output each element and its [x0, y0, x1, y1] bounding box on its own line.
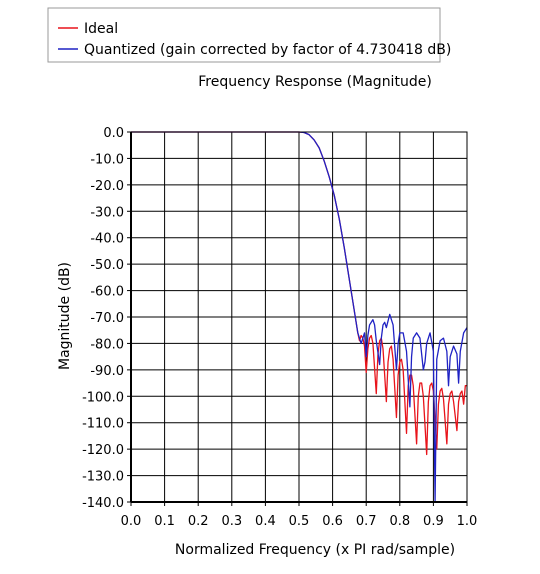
x-tick-labels: 0.0 0.1 0.2 0.3 0.4 0.5 0.6 0.7 0.8 0.9 1.0 [121, 502, 478, 529]
y-tick-label: -140.0 [82, 496, 124, 511]
y-tick-label: -20.0 [90, 179, 124, 194]
y-tick-label: -100.0 [82, 390, 124, 405]
x-axis-label: Normalized Frequency (x PI rad/sample) [175, 542, 455, 558]
legend-label-quantized: Quantized (gain corrected by factor of 4… [84, 42, 451, 58]
x-tick-label: 0.4 [255, 514, 276, 529]
y-tick-label: -30.0 [90, 205, 124, 220]
y-tick-label: -120.0 [82, 443, 124, 458]
legend: Ideal Quantized (gain corrected by facto… [47, 7, 451, 63]
grid [130, 131, 468, 503]
legend-label-ideal: Ideal [84, 21, 118, 37]
y-tick-label: -60.0 [90, 285, 124, 300]
x-tick-label: 1.0 [457, 514, 478, 529]
series-line-quantized [131, 131, 468, 503]
series-layer [131, 131, 468, 503]
x-tick-label: 0.0 [121, 514, 142, 529]
y-tick-label: -80.0 [90, 337, 124, 352]
x-tick-label: 0.7 [356, 514, 377, 529]
x-tick-label: 0.6 [322, 514, 343, 529]
y-axis-label: Magnitude (dB) [57, 262, 73, 370]
plot-area [130, 131, 468, 503]
y-tick-label: -40.0 [90, 232, 124, 247]
legend-box [47, 7, 441, 63]
x-tick-label: 0.3 [221, 514, 242, 529]
y-tick-label: -50.0 [90, 258, 124, 273]
y-tick-label: -10.0 [90, 152, 124, 167]
x-tick-label: 0.1 [154, 514, 175, 529]
y-tick-labels: 0.0 -10.0 -20.0 -30.0 -40.0 -50.0 -60.0 -70.0 -8… [82, 126, 131, 511]
y-tick-label: -90.0 [90, 364, 124, 379]
y-tick-label: 0.0 [103, 126, 124, 141]
x-tick-label: 0.2 [188, 514, 209, 529]
y-tick-label: -130.0 [82, 470, 124, 485]
y-tick-label: -70.0 [90, 311, 124, 326]
x-tick-label: 0.5 [289, 514, 310, 529]
x-tick-label: 0.8 [389, 514, 410, 529]
x-tick-label: 0.9 [423, 514, 444, 529]
chart-title: Frequency Response (Magnitude) [198, 74, 432, 90]
y-tick-label: -110.0 [82, 417, 124, 432]
